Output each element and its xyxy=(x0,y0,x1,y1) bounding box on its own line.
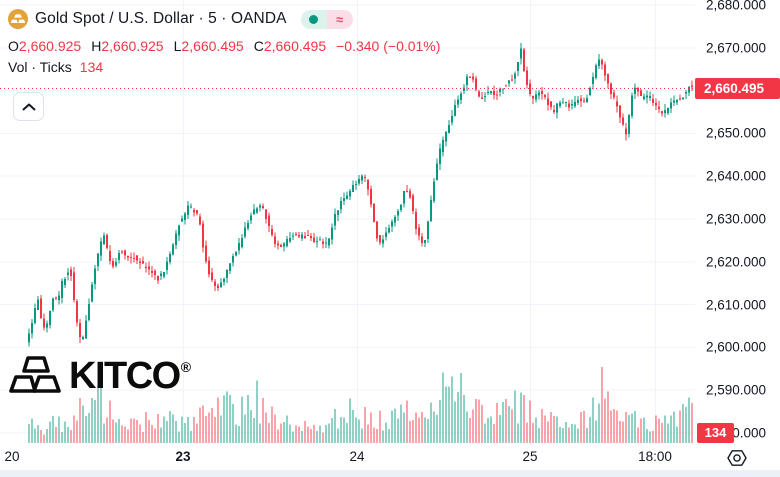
time-tick-label: 24 xyxy=(349,449,365,464)
hexagon-circle-icon[interactable] xyxy=(726,447,748,469)
current-volume-badge: 134 xyxy=(697,423,734,443)
volume-value: 134 xyxy=(79,59,104,75)
change-value: −0.340 (−0.01%) xyxy=(336,38,441,54)
time-tick-label: 20 xyxy=(4,449,20,464)
ohlc-row: O2,660.925 H2,660.925 L2,660.495 C2,660.… xyxy=(8,38,450,54)
price-tick-label: 2,610.000 xyxy=(706,297,767,313)
widget-footer-strip xyxy=(0,470,780,477)
time-tick-label: 18:00 xyxy=(638,449,672,464)
price-axis[interactable]: 2,580.000 2,590.000 2,600.000 2,610.000 2,62… xyxy=(695,0,780,445)
volume-label: Vol · Ticks xyxy=(8,59,72,75)
open-value: O2,660.925 xyxy=(8,38,82,54)
legend-title-row: Gold Spot / U.S. Dollar · 5 · OANDA ≈ xyxy=(8,6,450,32)
market-open-indicator xyxy=(300,9,327,29)
price-tick-label: 2,590.000 xyxy=(706,382,767,398)
volume-row: Vol · Ticks 134 xyxy=(8,59,450,75)
time-tick-label: 25 xyxy=(522,449,538,464)
price-tick-label: 2,680.000 xyxy=(706,0,767,13)
time-tick-label: 23 xyxy=(175,449,191,464)
status-dot-icon xyxy=(309,14,319,24)
high-value: H2,660.925 xyxy=(91,38,164,54)
price-tick-label: 2,670.000 xyxy=(706,40,767,56)
approx-icon: ≈ xyxy=(336,11,344,27)
low-value: L2,660.495 xyxy=(173,38,244,54)
current-price-badge: 2,660.495 xyxy=(695,77,780,99)
collapse-legend-button[interactable] xyxy=(13,92,44,121)
chart-legend: Gold Spot / U.S. Dollar · 5 · OANDA ≈ O2… xyxy=(8,6,450,75)
symbol-title[interactable]: Gold Spot / U.S. Dollar · 5 · OANDA xyxy=(35,10,287,27)
registered-mark: ® xyxy=(180,359,192,375)
candlestick-chart-canvas[interactable] xyxy=(0,0,780,445)
approximate-data-indicator: ≈ xyxy=(326,9,353,29)
price-tick-label: 2,640.000 xyxy=(706,168,767,184)
kitco-gold-bars-icon xyxy=(9,356,61,393)
price-tick-label: 2,620.000 xyxy=(706,254,767,270)
price-tick-label: 2,630.000 xyxy=(706,211,767,227)
gold-instrument-icon xyxy=(8,9,28,29)
close-value: C2,660.495 xyxy=(253,38,327,54)
market-status-pill[interactable]: ≈ xyxy=(300,9,353,29)
kitco-wordmark: KITCO xyxy=(69,355,181,397)
kitco-logo: KITCO ® xyxy=(8,354,192,398)
time-axis[interactable]: 20 23 24 25 18:00 xyxy=(0,445,780,470)
chevron-up-icon xyxy=(22,103,35,110)
price-tick-label: 2,600.000 xyxy=(706,339,767,355)
price-tick-label: 2,650.000 xyxy=(706,125,767,141)
